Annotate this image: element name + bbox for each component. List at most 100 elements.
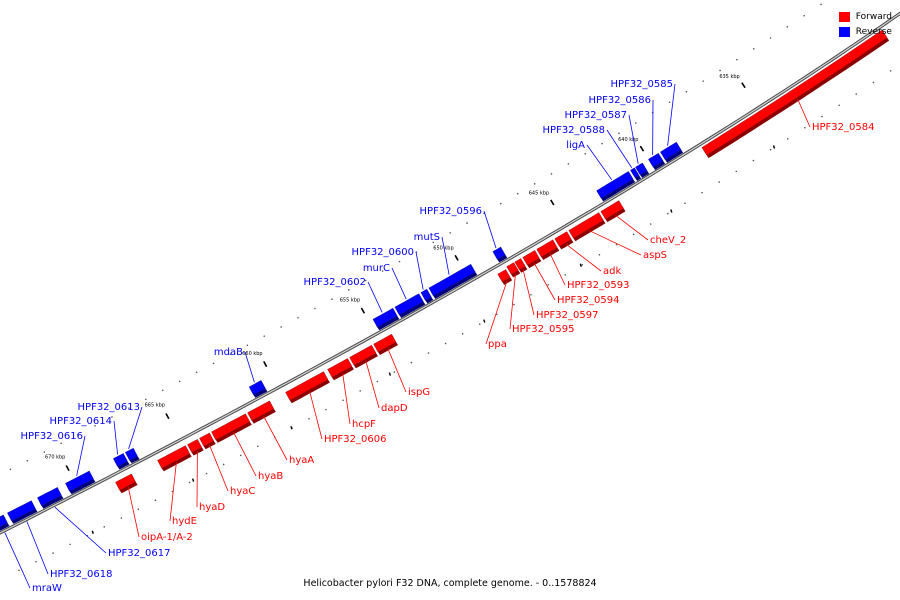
reverse-gene-label: mdaB [214, 347, 243, 358]
scale-dot-outer [803, 14, 805, 17]
reverse-gene [37, 487, 62, 506]
scale-dot-outer [752, 48, 755, 50]
reverse-gene-shadow [69, 479, 96, 495]
reverse-gene-label: HPF32_0613 [78, 402, 140, 413]
forward-gene-leader [565, 243, 602, 272]
scale-dot-inner [564, 274, 567, 276]
forward-gene-leader [169, 462, 177, 522]
tick-label: 645 kbp [529, 190, 549, 196]
forward-gene-label: adk [603, 266, 621, 277]
scale-dot-inner [461, 333, 464, 335]
forward-gene-label: hyaD [199, 502, 225, 513]
tick-mark-inner [91, 530, 94, 534]
forward-gene-label: aspS [643, 250, 667, 261]
scale-dot-outer [347, 289, 350, 291]
forward-gene [373, 333, 397, 353]
reverse-gene-label: murC [363, 263, 390, 274]
scale-dot-inner [821, 115, 823, 118]
reverse-gene-label: HPF32_0586 [589, 95, 651, 106]
reverse-gene [660, 141, 682, 160]
scale-dot-outer [60, 442, 62, 445]
reverse-gene [420, 288, 432, 301]
reverse-gene-leader [26, 521, 49, 575]
forward-gene-label: HPF32_0594 [557, 295, 619, 306]
reverse-gene [596, 171, 634, 199]
reverse-gene [394, 293, 424, 316]
scale-dot-inner [649, 223, 652, 225]
reverse-gene [648, 152, 664, 168]
reverse-gene-leader [415, 251, 424, 290]
reverse-gene-shadow [377, 316, 400, 331]
scale-dot-outer [229, 353, 232, 356]
scale-dot-outer [668, 101, 671, 104]
reverse-gene-leader [606, 129, 633, 168]
scale-dot-outer [769, 37, 772, 39]
forward-gene [285, 371, 329, 401]
forward-gene-leader [588, 230, 642, 256]
forward-gene [568, 212, 604, 239]
reverse-gene-shadow [399, 301, 426, 318]
reverse-gene-shadow [653, 160, 666, 170]
scale-dot-inner [427, 352, 430, 354]
forward-gene-leader [127, 487, 140, 538]
forward-gene-label: ispG [408, 387, 430, 398]
reverse-gene-shadow [635, 175, 642, 181]
scale-dot-inner [154, 499, 157, 502]
forward-gene [327, 358, 353, 378]
scale-dot-inner [718, 181, 720, 183]
forward-gene [115, 473, 136, 491]
reverse-gene-shadow [640, 170, 650, 178]
reverse-gene [372, 307, 398, 328]
scale-dot-outer [618, 132, 620, 135]
forward-gene [157, 445, 190, 469]
tick-label: 665 kbp [145, 403, 165, 409]
scale-dot-outer [364, 279, 367, 282]
scale-dot-outer [314, 307, 316, 310]
reverse-gene-leader [667, 83, 676, 146]
reverse-gene-label: HPF32_0602 [304, 277, 366, 288]
tick-label: 670 kbp [45, 454, 65, 460]
reverse-gene-leader [4, 532, 31, 589]
forward-gene-label: HPF32_0584 [812, 122, 874, 133]
scale-dot-inner [205, 472, 208, 475]
reverse-gene-label: HPF32_0616 [21, 431, 83, 442]
scale-dot-outer [584, 152, 587, 155]
reverse-gene-label: HPF32_0585 [611, 79, 673, 90]
reverse-gene-leader [244, 351, 255, 383]
scale-dot-outer [195, 371, 198, 374]
forward-gene [554, 231, 572, 247]
scale-dot-outer [77, 433, 79, 436]
reverse-gene-label: HPF32_0617 [108, 548, 170, 559]
scale-dot-inner [18, 569, 20, 572]
tick-label: 655 kbp [340, 298, 360, 304]
scale-dot-outer [9, 468, 12, 471]
forward-gene [506, 262, 519, 275]
reverse-gene-label: HPF32_0618 [50, 569, 112, 580]
scale-dot-inner [376, 380, 379, 383]
legend: Forward Reverse [838, 9, 892, 39]
tick-mark-inner [191, 478, 195, 482]
scale-dot-inner [342, 399, 344, 402]
forward-gene-leader [509, 273, 516, 330]
scale-dot-inner [308, 418, 310, 420]
reverse-gene-shadow [0, 523, 10, 531]
reverse-gene-leader [128, 406, 143, 450]
reverse-gene-shadow [41, 495, 64, 509]
reverse-gene-shadow [665, 149, 684, 163]
reverse-gene-leader [113, 420, 119, 455]
scale-dot-inner [632, 233, 635, 236]
scale-dot-outer [500, 202, 502, 205]
tick-mark [165, 413, 170, 420]
reverse-gene [248, 380, 266, 396]
scale-dot-inner [496, 313, 498, 316]
forward-gene-leader [522, 269, 535, 316]
scale-dot-outer [94, 424, 96, 427]
scale-dot-inner [239, 454, 242, 457]
forward-gene-leader [614, 214, 649, 241]
tick-mark [741, 82, 746, 89]
reverse-gene-label: HPF32_0588 [543, 125, 605, 136]
forward-gene-leader [309, 391, 323, 440]
reverse-gene [492, 246, 506, 260]
scale-dot-outer [297, 316, 299, 319]
scale-dot-inner [513, 303, 515, 306]
